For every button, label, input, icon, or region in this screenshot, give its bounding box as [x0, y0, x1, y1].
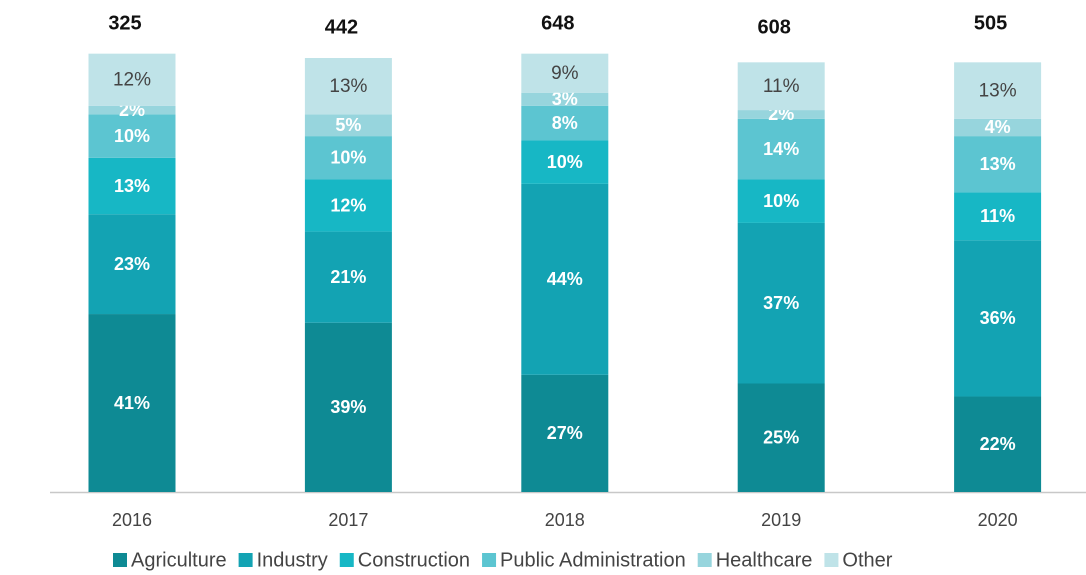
- value-label: 13%: [114, 176, 150, 196]
- total-label: 505: [974, 12, 1007, 34]
- legend-swatch: [113, 553, 127, 567]
- value-label: 10%: [547, 152, 583, 172]
- value-label: 11%: [980, 206, 1015, 226]
- value-label: 4%: [985, 117, 1011, 137]
- value-label: 8%: [552, 113, 578, 133]
- value-label: 12%: [330, 195, 366, 215]
- value-label: 37%: [763, 293, 799, 313]
- bar-segment: [304, 136, 392, 180]
- value-label: 13%: [980, 154, 1016, 174]
- bar-segment: [521, 183, 609, 375]
- value-label: 10%: [330, 148, 366, 168]
- legend-swatch: [238, 553, 253, 567]
- value-label: 21%: [330, 267, 366, 287]
- value-label: 11%: [763, 76, 800, 97]
- bar-segment: [954, 118, 1042, 137]
- bar-segment: [521, 53, 609, 93]
- bar-segment: [737, 118, 825, 180]
- bar-segment: [737, 62, 825, 111]
- x-tick-label: 2018: [545, 510, 585, 530]
- bar-segment: [88, 114, 176, 158]
- value-label: 10%: [763, 191, 799, 211]
- value-label: 12%: [113, 70, 151, 91]
- bar-segment: [88, 157, 176, 215]
- legend-label: Other: [842, 549, 892, 571]
- bar-segment: [954, 62, 1042, 119]
- value-label: 5%: [335, 115, 361, 135]
- bar-segment: [88, 53, 176, 106]
- bar-segment: [304, 179, 392, 232]
- value-label: 36%: [980, 308, 1016, 328]
- value-label: 14%: [763, 139, 799, 159]
- legend-label: Healthcare: [716, 549, 813, 571]
- x-tick-label: 2020: [978, 510, 1018, 530]
- bar-segment: [304, 114, 392, 137]
- value-label: 23%: [114, 254, 150, 274]
- bar-segment: [954, 396, 1042, 492]
- bar-segment: [304, 322, 392, 492]
- legend-swatch: [824, 553, 839, 567]
- bar-segment: [954, 192, 1042, 241]
- value-label: 10%: [114, 126, 150, 146]
- bar-segment: [88, 214, 176, 315]
- bar-segment: [737, 110, 825, 119]
- x-tick-label: 2016: [112, 510, 152, 530]
- value-label: 9%: [551, 63, 579, 84]
- bar-segment: [954, 240, 1042, 397]
- x-tick-label: 2017: [328, 510, 368, 530]
- legend-label: Construction: [358, 549, 470, 571]
- bar-segment: [954, 136, 1042, 193]
- bar-segment: [521, 140, 609, 184]
- bar-segment: [304, 231, 392, 323]
- bar-segment: [521, 105, 609, 141]
- value-label: 41%: [114, 393, 150, 413]
- value-label: 13%: [329, 76, 367, 97]
- bar-segment: [737, 383, 825, 492]
- legend-swatch: [482, 553, 497, 567]
- total-label: 648: [541, 12, 574, 34]
- bar-segment: [737, 222, 825, 384]
- value-label: 39%: [330, 397, 366, 417]
- legend-swatch: [697, 553, 712, 567]
- legend-swatch: [339, 553, 354, 567]
- value-label: 44%: [547, 269, 583, 289]
- total-label: 608: [758, 16, 791, 38]
- bar-segment: [521, 92, 609, 106]
- legend-label: Agriculture: [131, 549, 227, 571]
- value-label: 22%: [980, 434, 1016, 454]
- total-label: 442: [325, 16, 358, 38]
- value-label: 3%: [552, 89, 578, 109]
- bar-segment: [521, 374, 609, 492]
- value-label: 25%: [763, 428, 799, 448]
- value-label: 27%: [547, 423, 583, 443]
- value-label: 13%: [979, 81, 1017, 102]
- bar-segment: [88, 105, 176, 115]
- x-tick-label: 2019: [761, 510, 801, 530]
- bar-segment: [304, 58, 392, 115]
- bar-segment: [737, 179, 825, 223]
- legend-label: Industry: [257, 549, 328, 571]
- legend-label: Public Administration: [500, 549, 686, 571]
- total-label: 325: [108, 12, 141, 34]
- bar-segment: [88, 314, 176, 492]
